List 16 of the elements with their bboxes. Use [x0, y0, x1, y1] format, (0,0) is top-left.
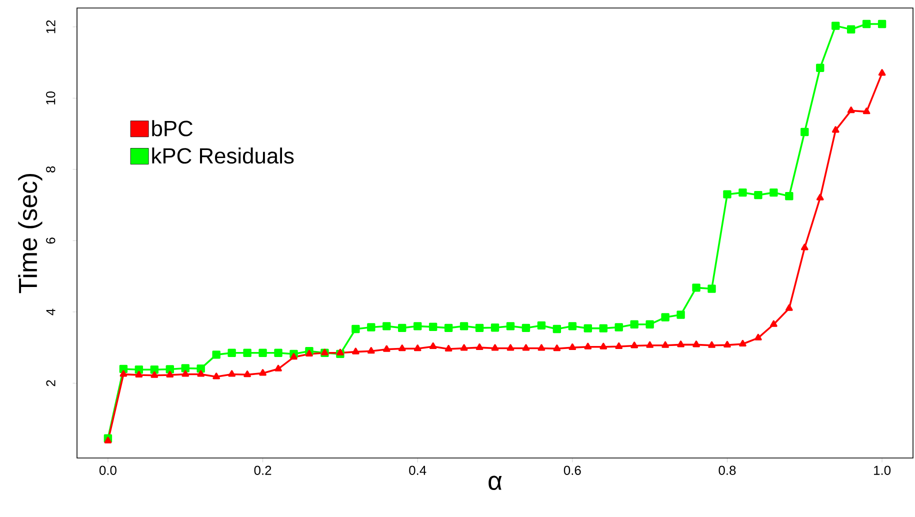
y-tick-label: 8	[46, 166, 56, 172]
y-tick-label: 12	[46, 20, 56, 34]
x-tick-label: 0.6	[564, 466, 581, 475]
legend-label: kPC Residuals	[152, 148, 294, 164]
x-axis-title: α	[488, 476, 502, 490]
y-tick-label: 6	[46, 238, 56, 244]
x-tick-label: 1.0	[874, 466, 891, 475]
x-tick-label: 0.0	[99, 466, 116, 475]
x-tick-label: 0.4	[409, 466, 426, 475]
y-tick-label: 10	[46, 91, 56, 104]
y-tick-label: 2	[46, 380, 56, 386]
y-tick-label: 4	[46, 308, 56, 316]
legend-label: bPC	[152, 120, 193, 136]
x-tick-label: 0.8	[718, 466, 736, 475]
x-tick-label: 0.2	[254, 466, 272, 475]
y-axis-title: Time (sec)	[18, 174, 42, 294]
